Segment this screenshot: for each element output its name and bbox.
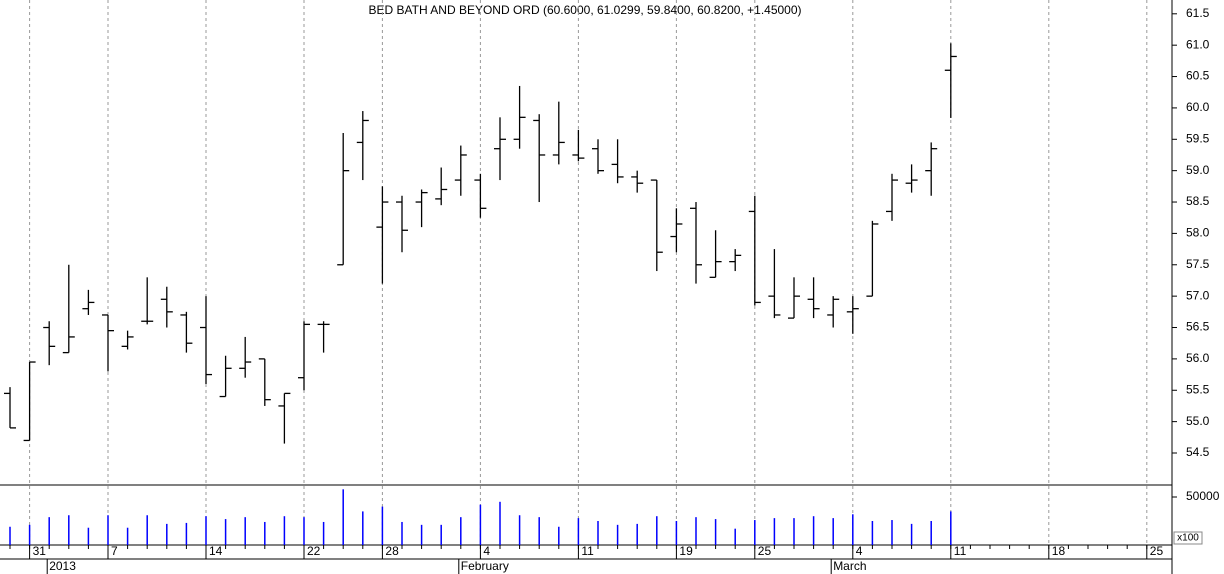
volume-bar [166, 523, 168, 545]
volume-bar [303, 517, 305, 545]
volume-bar [636, 523, 638, 545]
x-tick-label: 4 [856, 544, 863, 558]
volume-bar [832, 518, 834, 545]
volume-bar [224, 519, 227, 545]
y-tick-label: 56.5 [1186, 320, 1210, 334]
volume-bar [48, 517, 50, 545]
volume-bar [146, 515, 148, 545]
y-tick-label: 58.5 [1186, 194, 1210, 208]
volume-bar [244, 517, 246, 545]
chart-title: BED BATH AND BEYOND ORD (60.6000, 61.029… [368, 3, 801, 17]
y-tick-label: 61.5 [1186, 6, 1210, 20]
volume-bar [558, 526, 560, 545]
y-tick-label: 55.0 [1186, 414, 1210, 428]
volume-bar [871, 521, 874, 545]
x-tick-label: 11 [954, 544, 967, 558]
volume-bar [28, 524, 31, 545]
y-tick-label: 60.0 [1186, 100, 1210, 114]
x-tick-label: 25 [758, 544, 772, 558]
volume-bar [793, 518, 795, 545]
y-tick-label: 57.5 [1186, 257, 1210, 271]
volume-bar [656, 516, 658, 545]
volume-bar [812, 516, 815, 545]
y-tick-label: 50000 [1186, 489, 1220, 503]
volume-bar [185, 522, 188, 545]
y-tick-label: 58.0 [1186, 226, 1210, 240]
volume-bar [734, 528, 736, 545]
x-tick-label: 22 [307, 544, 321, 558]
volume-bar [205, 516, 207, 545]
volume-bar [283, 516, 286, 545]
volume-bar [401, 521, 403, 545]
volume-bar [362, 511, 364, 545]
volume-bar [538, 517, 540, 545]
unit-box [1173, 531, 1203, 545]
period-label: 2013 [49, 559, 76, 573]
y-tick-label: 55.5 [1186, 382, 1210, 396]
volume-bar [950, 511, 952, 545]
volume-bar [87, 527, 90, 545]
volume-bar [910, 523, 913, 545]
volume-bar [479, 504, 482, 545]
volume-bar [420, 524, 423, 545]
volume-bar [754, 520, 756, 545]
y-tick-label: 59.0 [1186, 163, 1210, 177]
volume-bar [381, 506, 384, 545]
volume-bar [930, 521, 932, 545]
volume-bar [68, 515, 70, 545]
volume-bar [342, 489, 344, 545]
volume-bar [460, 517, 462, 545]
volume-unit: x100 [1177, 533, 1199, 544]
x-tick-label: 28 [385, 544, 399, 558]
y-tick-label: 54.5 [1186, 445, 1210, 459]
y-tick-label: 56.0 [1186, 351, 1210, 365]
volume-bar [616, 524, 619, 545]
y-tick-label: 59.5 [1186, 131, 1210, 145]
period-label: February [461, 559, 509, 573]
volume-bar [107, 515, 109, 545]
x-tick-label: 14 [209, 544, 223, 558]
volume-bar [499, 501, 501, 545]
x-tick-label: 19 [679, 544, 693, 558]
x-tick-label: 18 [1052, 544, 1066, 558]
volume-bar [675, 521, 678, 545]
volume-bar [852, 514, 854, 545]
volume-bar [126, 527, 129, 545]
x-tick-label: 11 [581, 544, 594, 558]
period-label: March [833, 559, 866, 573]
y-tick-label: 60.5 [1186, 69, 1210, 83]
volume-bar [322, 521, 325, 545]
volume-bar [891, 520, 893, 545]
volume-bar [714, 519, 717, 545]
volume-bar [518, 515, 521, 545]
volume-bar [577, 518, 580, 545]
volume-bar [597, 521, 599, 545]
volume-bar [440, 524, 442, 545]
volume-bar [695, 517, 697, 545]
volume-bar [264, 521, 266, 545]
y-tick-label: 61.0 [1186, 37, 1210, 51]
x-tick-label: 31 [33, 544, 47, 558]
x-tick-label: 4 [483, 544, 490, 558]
x-tick-label: 25 [1150, 544, 1164, 558]
y-tick-label: 57.0 [1186, 288, 1210, 302]
x-tick-label: 7 [111, 544, 118, 558]
volume-bar [773, 518, 776, 545]
volume-bar [9, 526, 11, 545]
